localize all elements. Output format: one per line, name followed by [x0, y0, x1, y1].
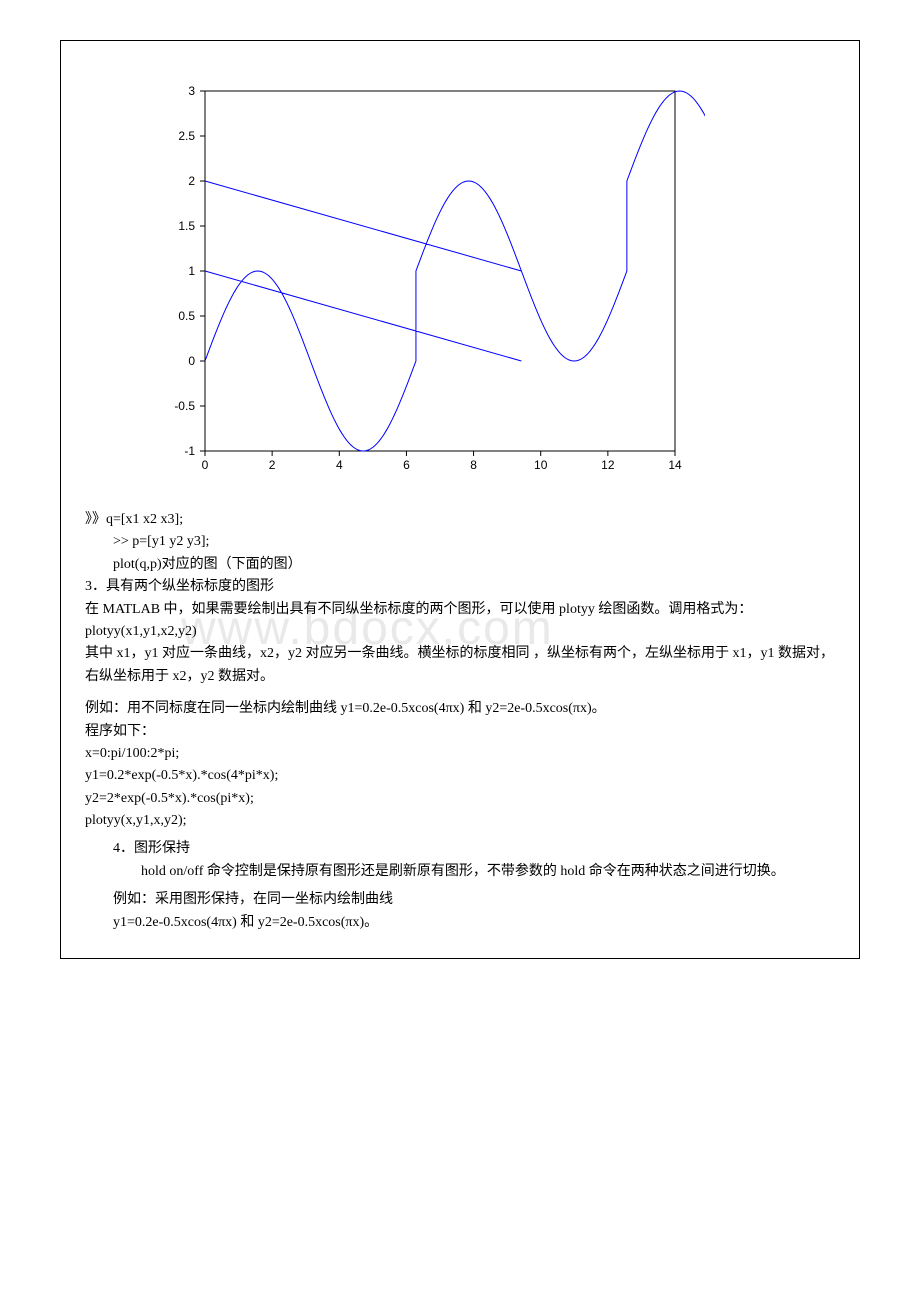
- svg-text:1.5: 1.5: [178, 219, 195, 233]
- code-plotyy: plotyy(x,y1,x,y2);: [85, 810, 835, 832]
- example-intro-2: 例如：采用图形保持，在同一坐标内绘制曲线: [85, 889, 835, 911]
- svg-text:14: 14: [668, 458, 682, 472]
- section-4-heading: 4．图形保持: [85, 838, 835, 860]
- svg-text:8: 8: [470, 458, 477, 472]
- svg-text:2: 2: [269, 458, 276, 472]
- code-y1: y1=0.2*exp(-0.5*x).*cos(4*pi*x);: [85, 765, 835, 787]
- plot-curve: [205, 91, 705, 451]
- plotyy-intro: 在 MATLAB 中，如果需要绘制出具有不同纵坐标标度的两个图形，可以使用 pl…: [85, 599, 835, 621]
- x-axis-ticks: 0 2 4 6 8 10 12 14: [202, 451, 682, 472]
- plot-box: [205, 91, 675, 451]
- svg-text:2.5: 2.5: [178, 129, 195, 143]
- y-axis-ticks: -1 -0.5 0 0.5 1 1.5 2 2.5: [174, 84, 205, 458]
- matlab-plot-figure: 0 2 4 6 8 10 12 14: [145, 71, 705, 491]
- svg-text:3: 3: [188, 84, 195, 98]
- svg-text:10: 10: [534, 458, 548, 472]
- plotyy-explain: 其中 x1，y1 对应一条曲线，x2，y2 对应另一条曲线。横坐标的标度相同 ，…: [85, 643, 835, 688]
- svg-text:6: 6: [403, 458, 410, 472]
- svg-text:2: 2: [188, 174, 195, 188]
- example-intro-1: 例如：用不同标度在同一坐标内绘制曲线 y1=0.2e-0.5xcos(4πx) …: [85, 698, 835, 720]
- svg-text:0: 0: [188, 354, 195, 368]
- section-3-heading: 3．具有两个纵坐标标度的图形: [85, 576, 835, 598]
- example-formula-2: y1=0.2e-0.5xcos(4πx) 和 y2=2e-0.5xcos(πx)…: [85, 912, 835, 934]
- hold-explain: hold on/off 命令控制是保持原有图形还是刷新原有图形，不带参数的 ho…: [85, 861, 835, 883]
- code-line-p: >> p=[y1 y2 y3];: [85, 531, 835, 553]
- hold-explain-text: hold on/off 命令控制是保持原有图形还是刷新原有图形，不带参数的 ho…: [113, 864, 785, 879]
- svg-text:-1: -1: [184, 444, 195, 458]
- program-label: 程序如下：: [85, 721, 835, 743]
- code-y2: y2=2*exp(-0.5*x).*cos(pi*x);: [85, 788, 835, 810]
- document-frame: www.bdocx.com 0 2 4 6: [60, 40, 860, 959]
- code-x: x=0:pi/100:2*pi;: [85, 743, 835, 765]
- code-line-q: 》》q=[x1 x2 x3];: [85, 509, 835, 531]
- svg-text:4: 4: [336, 458, 343, 472]
- svg-text:12: 12: [601, 458, 615, 472]
- plotyy-syntax: plotyy(x1,y1,x2,y2): [85, 621, 835, 643]
- svg-text:-0.5: -0.5: [174, 399, 195, 413]
- chart-svg: 0 2 4 6 8 10 12 14: [145, 71, 705, 491]
- svg-text:1: 1: [188, 264, 195, 278]
- svg-text:0: 0: [202, 458, 209, 472]
- plot-caption: plot(q,p)对应的图（下面的图）: [85, 554, 835, 576]
- svg-text:0.5: 0.5: [178, 309, 195, 323]
